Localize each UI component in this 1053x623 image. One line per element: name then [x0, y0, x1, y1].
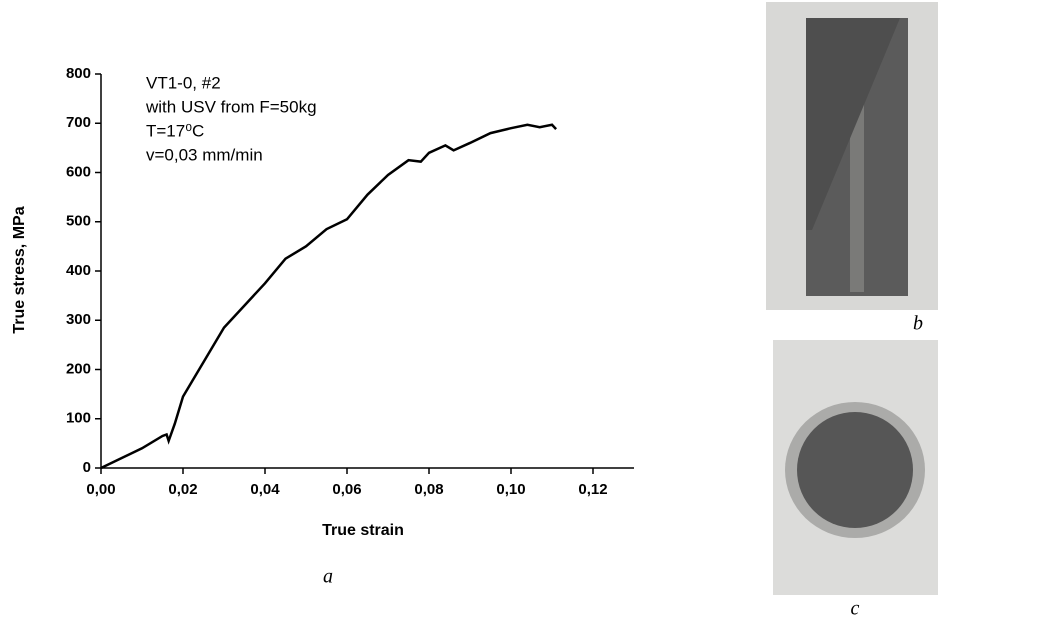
y-tick-label: 200 [66, 360, 91, 377]
photo-c [773, 340, 938, 595]
y-tick-label: 700 [66, 114, 91, 131]
caption: b [913, 313, 923, 335]
annotation: with USV from F=50kg [145, 97, 317, 116]
x-tick-label: 0,12 [578, 481, 607, 498]
y-tick-label: 100 [66, 410, 91, 427]
data-line [100, 123, 558, 470]
x-axis-label: True strain [322, 522, 404, 539]
y-tick-label: 800 [66, 65, 91, 82]
caption: a [323, 566, 333, 588]
y-tick-label: 0 [83, 459, 91, 476]
x-tick-label: 0,04 [250, 481, 280, 498]
photo-b [766, 2, 938, 310]
x-tick-label: 0,06 [332, 481, 361, 498]
annotation: v=0,03 mm/min [146, 145, 263, 164]
y-tick-label: 500 [66, 213, 91, 230]
y-tick-label: 600 [66, 163, 91, 180]
y-axis-label: True stress, MPa [11, 206, 28, 333]
x-tick-label: 0,08 [414, 481, 443, 498]
annotation: VT1-0, #2 [146, 73, 221, 92]
x-tick-label: 0,10 [496, 481, 525, 498]
x-tick-label: 0,02 [168, 481, 197, 498]
y-tick-label: 400 [66, 262, 91, 279]
annotation: T=17⁰C [146, 121, 204, 140]
y-tick-label: 300 [66, 311, 91, 328]
caption: c [851, 598, 860, 620]
x-tick-label: 0,00 [86, 481, 115, 498]
